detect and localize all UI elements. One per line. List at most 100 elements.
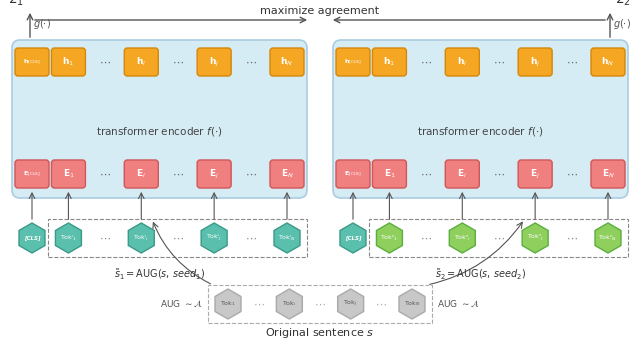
FancyBboxPatch shape — [336, 48, 370, 76]
Text: $\mathbf{h}_i$: $\mathbf{h}_i$ — [457, 56, 467, 68]
Text: $\cdots$: $\cdots$ — [566, 233, 577, 243]
Text: $\mathsf{Tok}'_N$: $\mathsf{Tok}'_N$ — [278, 233, 296, 243]
Text: transformer encoder $f(\cdot)$: transformer encoder $f(\cdot)$ — [96, 125, 223, 137]
FancyBboxPatch shape — [445, 48, 479, 76]
Text: $\cdots$: $\cdots$ — [99, 57, 111, 67]
FancyBboxPatch shape — [445, 160, 479, 188]
Text: Original sentence $s$: Original sentence $s$ — [266, 326, 374, 340]
Bar — [208, 285, 432, 323]
FancyBboxPatch shape — [51, 48, 85, 76]
Text: $\mathsf{Tok}''_i$: $\mathsf{Tok}''_i$ — [454, 233, 471, 243]
Text: $\cdots$: $\cdots$ — [493, 233, 505, 243]
Text: $\mathsf{Tok}'_j$: $\mathsf{Tok}'_j$ — [206, 233, 222, 244]
Text: $\mathbf{h}_j$: $\mathbf{h}_j$ — [530, 55, 540, 69]
Text: $\cdots$: $\cdots$ — [244, 57, 257, 67]
Text: $\cdots$: $\cdots$ — [566, 57, 577, 67]
FancyBboxPatch shape — [591, 160, 625, 188]
Text: $\mathbf{h}_{[\mathsf{CLS}]}$: $\mathbf{h}_{[\mathsf{CLS}]}$ — [23, 57, 41, 67]
Text: $\mathbf{E}_j$: $\mathbf{E}_j$ — [530, 167, 540, 181]
Text: $\cdots$: $\cdots$ — [566, 169, 577, 179]
Polygon shape — [201, 223, 227, 253]
FancyBboxPatch shape — [518, 48, 552, 76]
Text: $\cdots$: $\cdots$ — [99, 169, 111, 179]
Polygon shape — [399, 289, 425, 319]
Text: $\mathsf{Tok}_j$: $\mathsf{Tok}_j$ — [344, 299, 358, 309]
Text: $\mathsf{Tok}''_1$: $\mathsf{Tok}''_1$ — [380, 233, 399, 243]
Text: $g(\cdot)$: $g(\cdot)$ — [33, 17, 51, 31]
Bar — [369, 219, 628, 257]
Text: $\mathsf{Tok}'_i$: $\mathsf{Tok}'_i$ — [133, 233, 149, 243]
Text: $\mathsf{Tok}_N$: $\mathsf{Tok}_N$ — [404, 300, 420, 308]
FancyBboxPatch shape — [270, 160, 304, 188]
Text: $\mathbf{h}_N$: $\mathbf{h}_N$ — [280, 56, 294, 68]
Text: $\mathbf{\mathit{z}}_2$: $\mathbf{\mathit{z}}_2$ — [616, 0, 630, 8]
FancyBboxPatch shape — [591, 48, 625, 76]
Text: $\cdots$: $\cdots$ — [314, 299, 326, 309]
Text: $\tilde{s}_2 = \mathrm{AUG}(s,\,\mathit{seed}_2)$: $\tilde{s}_2 = \mathrm{AUG}(s,\,\mathit{… — [435, 267, 526, 282]
Text: $\mathsf{Tok}''_N$: $\mathsf{Tok}''_N$ — [598, 233, 618, 243]
Text: $\mathsf{Tok}''_j$: $\mathsf{Tok}''_j$ — [527, 233, 544, 244]
Polygon shape — [19, 223, 45, 253]
Polygon shape — [276, 289, 302, 319]
Text: $\mathsf{Tok}_i$: $\mathsf{Tok}_i$ — [282, 300, 296, 308]
Text: $\mathbf{E}_i$: $\mathbf{E}_i$ — [136, 168, 147, 180]
Text: $\cdots$: $\cdots$ — [420, 233, 432, 243]
Text: [CLS]: [CLS] — [345, 236, 361, 240]
Text: $\cdots$: $\cdots$ — [253, 299, 264, 309]
FancyBboxPatch shape — [197, 48, 231, 76]
Text: $g(\cdot)$: $g(\cdot)$ — [613, 17, 631, 31]
Text: $\mathbf{h}_{[\mathsf{CLS}]}$: $\mathbf{h}_{[\mathsf{CLS}]}$ — [344, 57, 362, 67]
Text: $\mathbf{E}_N$: $\mathbf{E}_N$ — [280, 168, 293, 180]
FancyBboxPatch shape — [124, 48, 158, 76]
FancyBboxPatch shape — [15, 160, 49, 188]
Text: $\mathbf{h}_i$: $\mathbf{h}_i$ — [136, 56, 147, 68]
Text: $\mathbf{E}_{[\mathsf{CLS}]}$: $\mathbf{E}_{[\mathsf{CLS}]}$ — [344, 169, 362, 179]
Text: $\mathbf{\mathit{z}}_1$: $\mathbf{\mathit{z}}_1$ — [10, 0, 24, 8]
Polygon shape — [128, 223, 154, 253]
Polygon shape — [274, 223, 300, 253]
Text: $\cdots$: $\cdots$ — [172, 57, 184, 67]
Text: $\mathsf{Tok}_1$: $\mathsf{Tok}_1$ — [220, 300, 236, 308]
FancyBboxPatch shape — [372, 160, 406, 188]
Text: [CLS]: [CLS] — [24, 236, 40, 240]
Text: $\cdots$: $\cdots$ — [420, 169, 432, 179]
FancyBboxPatch shape — [518, 160, 552, 188]
Text: $\mathbf{h}_1$: $\mathbf{h}_1$ — [383, 56, 396, 68]
Polygon shape — [522, 223, 548, 253]
FancyBboxPatch shape — [15, 48, 49, 76]
FancyBboxPatch shape — [270, 48, 304, 76]
Bar — [49, 219, 307, 257]
Text: AUG $\sim \mathcal{A}$: AUG $\sim \mathcal{A}$ — [437, 299, 480, 309]
Text: $\cdots$: $\cdots$ — [376, 299, 387, 309]
Text: $\tilde{s}_1 = \mathrm{AUG}(s,\,\mathit{seed}_1)$: $\tilde{s}_1 = \mathrm{AUG}(s,\,\mathit{… — [114, 267, 205, 282]
Text: transformer encoder $f(\cdot)$: transformer encoder $f(\cdot)$ — [417, 125, 544, 137]
Text: $\cdots$: $\cdots$ — [493, 57, 505, 67]
Text: $\mathbf{E}_N$: $\mathbf{E}_N$ — [602, 168, 614, 180]
Polygon shape — [376, 223, 403, 253]
Text: $\cdots$: $\cdots$ — [493, 169, 505, 179]
Text: $\cdots$: $\cdots$ — [99, 233, 111, 243]
FancyBboxPatch shape — [372, 48, 406, 76]
FancyBboxPatch shape — [336, 160, 370, 188]
FancyBboxPatch shape — [12, 40, 307, 198]
FancyBboxPatch shape — [197, 160, 231, 188]
Text: $\mathbf{E}_i$: $\mathbf{E}_i$ — [458, 168, 467, 180]
Text: $\cdots$: $\cdots$ — [244, 169, 257, 179]
Polygon shape — [449, 223, 476, 253]
Text: $\mathbf{h}_1$: $\mathbf{h}_1$ — [63, 56, 74, 68]
FancyBboxPatch shape — [124, 160, 158, 188]
Text: $\mathbf{E}_1$: $\mathbf{E}_1$ — [383, 168, 396, 180]
Polygon shape — [338, 289, 364, 319]
Text: maximize agreement: maximize agreement — [260, 6, 380, 16]
Polygon shape — [595, 223, 621, 253]
Text: $\mathbf{E}_{[\mathsf{CLS}]}$: $\mathbf{E}_{[\mathsf{CLS}]}$ — [23, 169, 41, 179]
Polygon shape — [340, 223, 366, 253]
Polygon shape — [56, 223, 81, 253]
Text: $\cdots$: $\cdots$ — [172, 233, 184, 243]
FancyBboxPatch shape — [333, 40, 628, 198]
Text: AUG $\sim \mathcal{A}$: AUG $\sim \mathcal{A}$ — [160, 299, 203, 309]
Polygon shape — [215, 289, 241, 319]
Text: $\mathbf{h}_j$: $\mathbf{h}_j$ — [209, 55, 220, 69]
Text: $\cdots$: $\cdots$ — [244, 233, 257, 243]
Text: $\cdots$: $\cdots$ — [420, 57, 432, 67]
